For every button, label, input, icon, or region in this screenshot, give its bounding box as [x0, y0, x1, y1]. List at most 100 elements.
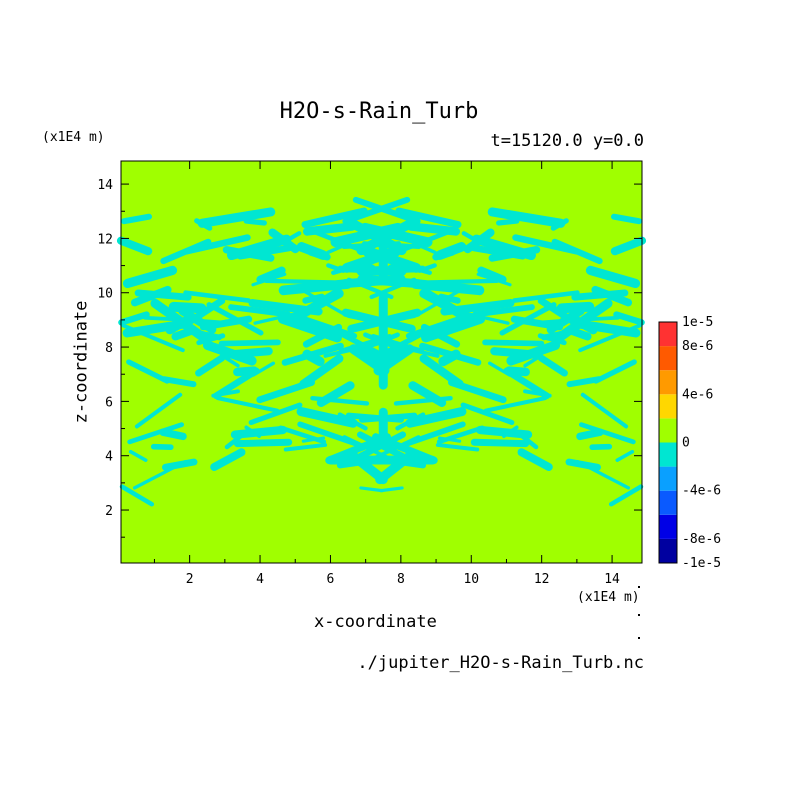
x-tick-label: 4 [256, 572, 264, 587]
field-streak [210, 448, 246, 471]
field-streak [608, 484, 644, 507]
field-streak [168, 301, 207, 314]
field-streak [410, 279, 485, 296]
field-streak [116, 236, 153, 256]
field-streak [356, 244, 422, 273]
x-axis-unit: (x1E4 m) [577, 590, 640, 605]
field-streak [419, 342, 482, 366]
field-streak [455, 309, 510, 325]
field-streak [537, 317, 587, 324]
field-streak [329, 326, 382, 357]
field-streak [253, 309, 308, 325]
field-streak [122, 265, 178, 289]
field-streak [551, 238, 603, 265]
field-streak [283, 442, 328, 452]
field-streak [407, 222, 461, 236]
field-streak [504, 366, 530, 377]
field-streak [517, 448, 553, 471]
field-streak [211, 389, 240, 398]
field-streak [419, 354, 464, 389]
field-streak [134, 289, 192, 301]
colorbar-segment [659, 322, 677, 347]
colorbar-label: 4e-6 [682, 387, 713, 402]
field-streak [419, 289, 461, 315]
field-streak [302, 293, 325, 304]
x-tick-label: 8 [397, 572, 405, 587]
y-axis-ticks: 2 4 6 8 10 12 14 [97, 178, 642, 519]
field-streak [220, 353, 240, 368]
field-streak [387, 264, 420, 273]
field-streak [580, 392, 629, 429]
field-streak [215, 396, 280, 413]
corner-dots [638, 586, 640, 639]
field-streak [405, 407, 467, 428]
field-streak [343, 264, 376, 273]
field-streak [610, 236, 647, 256]
colorbar-segment [659, 538, 677, 563]
colorbar-segment [659, 370, 677, 395]
field-streak [487, 207, 566, 228]
field-streak [359, 486, 384, 493]
field-streak [296, 407, 358, 428]
field-streak [472, 304, 535, 318]
field-streak [470, 438, 530, 448]
field-streak [520, 434, 539, 450]
field-streak [477, 266, 507, 284]
field-streak [194, 218, 213, 231]
field-streak [578, 422, 636, 445]
colorbar-segment [659, 442, 677, 467]
field-streak [176, 317, 226, 324]
field-streak [299, 354, 344, 389]
file-name: ./jupiter_H2O-s-Rain_Turb.nc [357, 653, 644, 673]
colorbar-segment [659, 418, 677, 443]
field-streak [537, 354, 568, 377]
field-streak [296, 242, 328, 260]
colorbar: 1e-5 8e-6 4e-6 0 -4e-6 -8e-6 -1e-5 [658, 315, 721, 571]
field-streak [337, 412, 368, 431]
field-streak [359, 412, 418, 423]
colorbar-label: 1e-5 [682, 315, 713, 330]
field-streak [585, 265, 641, 289]
colorbar-label: -8e-6 [682, 532, 721, 547]
field-streak [183, 290, 251, 303]
field-streak [134, 392, 183, 429]
field-streak [579, 315, 621, 322]
field-streak [438, 293, 461, 304]
colorbar-segment [659, 466, 677, 491]
field-streak [369, 277, 417, 300]
field-streak [228, 304, 291, 318]
y-tick-label: 12 [97, 232, 113, 247]
plot-frame [120, 160, 643, 564]
y-tick-label: 8 [105, 341, 113, 356]
y-tick-label: 14 [97, 178, 113, 193]
field-streak [571, 289, 629, 301]
y-tick-label: 10 [97, 287, 113, 302]
field-streak [256, 266, 286, 284]
colorbar-label: 0 [682, 436, 690, 451]
y-tick-label: 4 [105, 450, 113, 465]
field-streak [222, 347, 273, 359]
field-streak [556, 301, 595, 314]
field-streak [278, 425, 327, 445]
field-streak [119, 484, 155, 507]
field-streak [121, 213, 153, 225]
colorbar-frame [658, 321, 678, 564]
field-streak [421, 314, 486, 343]
cyan-field-regions [116, 196, 647, 507]
field-streak [230, 425, 288, 439]
field-streak [281, 342, 344, 366]
field-streak [510, 315, 564, 331]
chart-title: H2O-s-Rain_Turb [279, 99, 479, 124]
field-streak [142, 315, 184, 322]
field-streak [118, 311, 150, 326]
colorbar-label: -4e-6 [682, 484, 721, 499]
field-streak [435, 442, 480, 452]
field-streak [160, 238, 212, 265]
field-streak [248, 402, 303, 426]
field-streak [360, 222, 433, 247]
field-streak [218, 339, 281, 347]
time-info: t=15120.0 y=0.0 [490, 131, 644, 151]
field-streak [326, 263, 346, 273]
field-streak [302, 289, 344, 315]
field-streak [395, 207, 462, 229]
